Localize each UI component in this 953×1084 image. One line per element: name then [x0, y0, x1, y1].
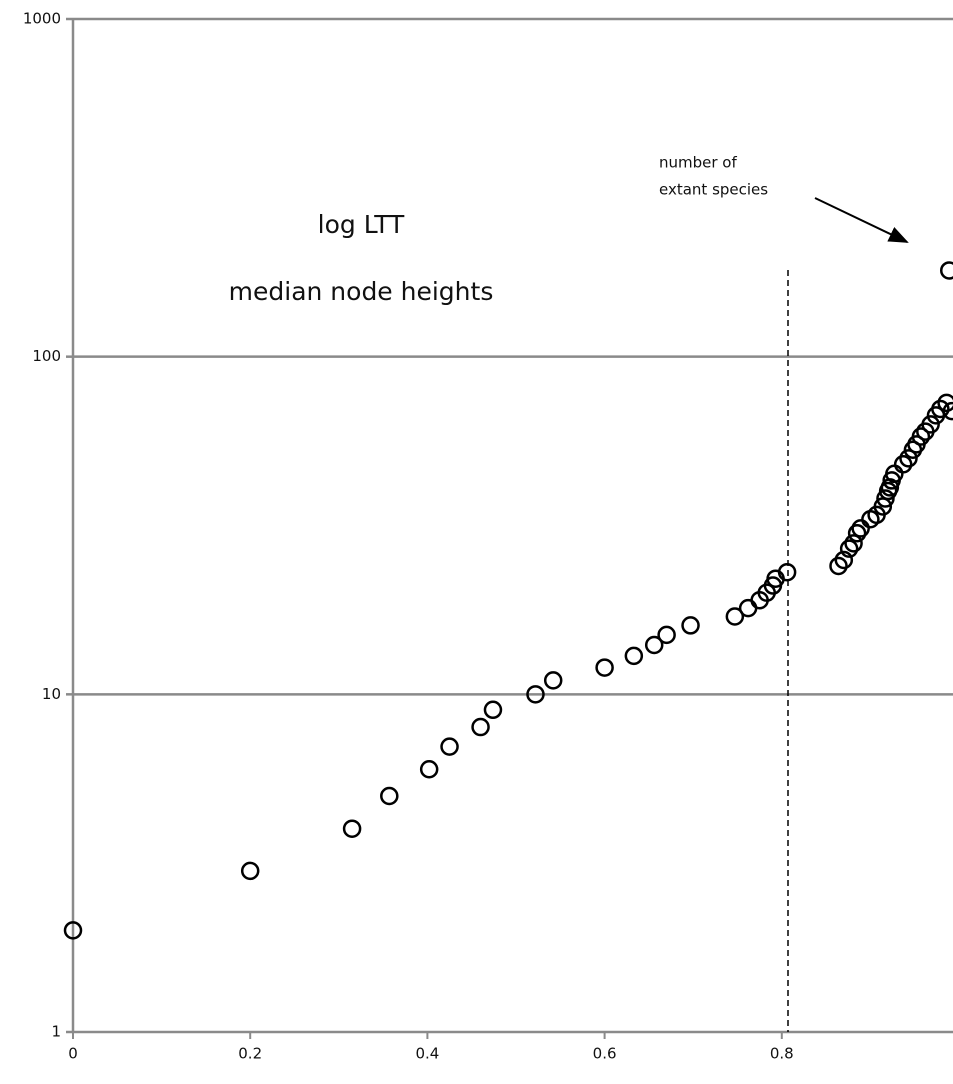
point: [834, 550, 854, 570]
point: [937, 393, 953, 413]
point: [931, 399, 950, 419]
point: [342, 819, 362, 838]
point: [657, 625, 676, 645]
x-tick-label: 0: [68, 1045, 78, 1063]
point: [380, 786, 399, 806]
point: [738, 598, 758, 618]
annotation: number of: [659, 154, 737, 172]
point: [240, 861, 260, 881]
x-tick-label: 0.8: [770, 1045, 794, 1063]
point: [851, 519, 870, 538]
point: [844, 534, 863, 553]
x-tick-label: 0.2: [238, 1045, 262, 1063]
y-tick-label: 1: [51, 1023, 61, 1041]
point: [483, 700, 503, 720]
point: [899, 449, 918, 468]
point: [419, 759, 439, 779]
y-tick-label: 10: [42, 685, 61, 703]
x-tick-label: 0.6: [593, 1045, 617, 1063]
point: [942, 401, 953, 421]
point: [644, 635, 664, 655]
point: [829, 556, 848, 576]
point: [595, 658, 614, 677]
annotation: median node heights: [229, 277, 494, 306]
point: [526, 685, 545, 704]
x-tick-label: 0.4: [415, 1045, 439, 1063]
point: [471, 717, 490, 737]
point: [839, 539, 859, 558]
y-tick-label: 1000: [23, 10, 61, 28]
arrow: [814, 197, 909, 243]
point: [681, 616, 700, 635]
annotation: log LTT: [318, 210, 405, 239]
point: [921, 415, 940, 434]
point: [911, 427, 931, 446]
point: [624, 646, 644, 666]
point: [940, 261, 953, 280]
point: [63, 921, 83, 940]
point: [725, 607, 745, 626]
point: [893, 455, 913, 474]
point: [440, 737, 459, 756]
y-tick-label: 100: [32, 347, 61, 365]
point: [847, 523, 867, 543]
annotation: extant species: [659, 181, 768, 199]
point: [543, 671, 563, 690]
point: [777, 562, 797, 582]
